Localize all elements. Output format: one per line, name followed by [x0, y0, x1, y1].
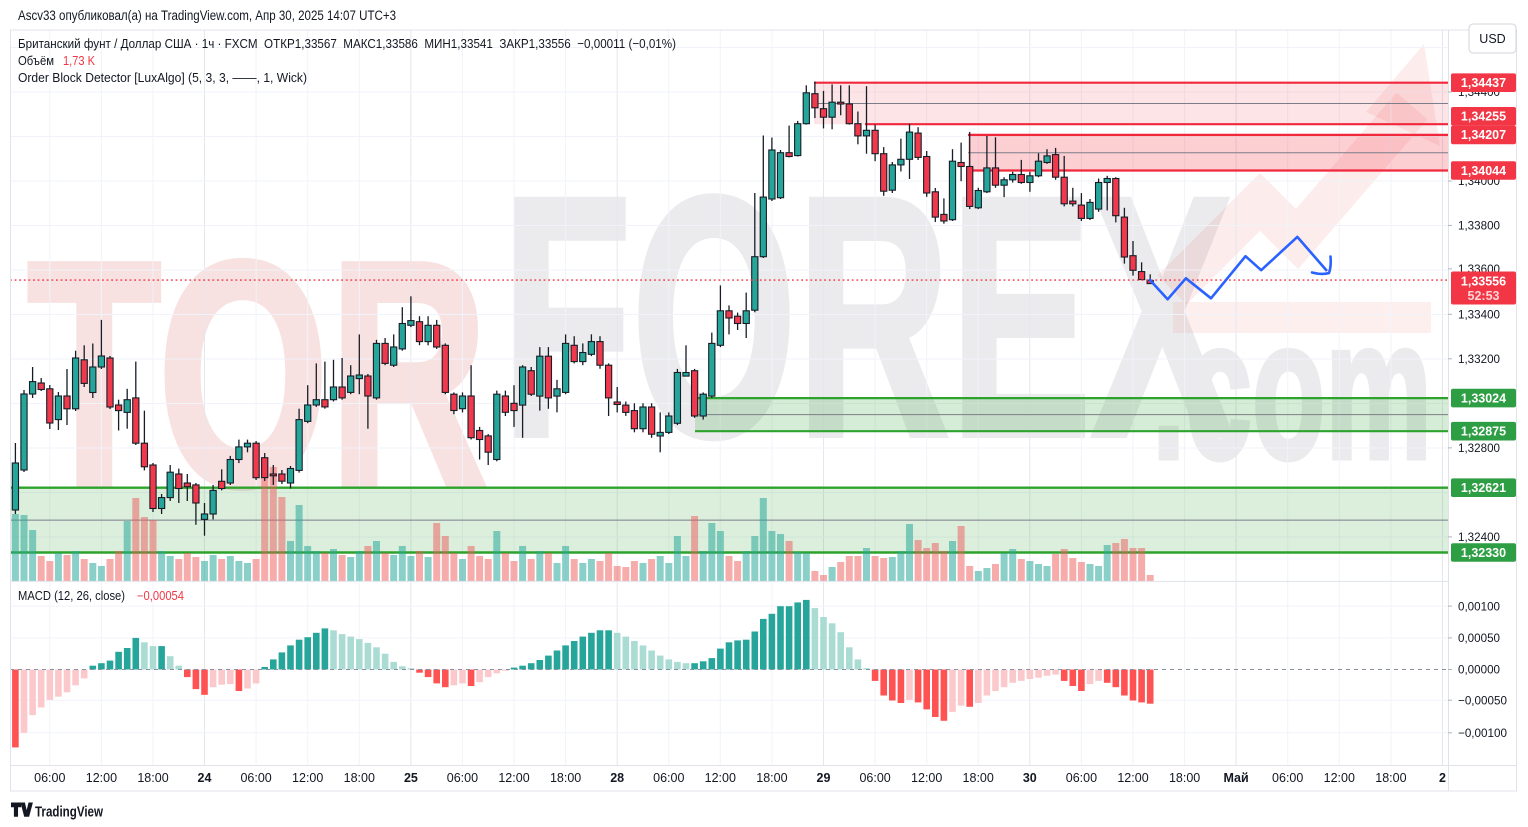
svg-text:−0,00100: −0,00100: [1458, 726, 1507, 740]
svg-text:FOREX: FOREX: [502, 126, 1234, 508]
svg-text:28: 28: [610, 771, 624, 785]
svg-text:06:00: 06:00: [34, 771, 65, 785]
svg-text:18:00: 18:00: [344, 771, 375, 785]
svg-text:12:00: 12:00: [1117, 771, 1148, 785]
svg-text:12:00: 12:00: [498, 771, 529, 785]
svg-text:0,00050: 0,00050: [1458, 631, 1500, 645]
svg-text:06:00: 06:00: [859, 771, 890, 785]
svg-text:USD: USD: [1479, 32, 1505, 46]
svg-text:1,32330: 1,32330: [1461, 546, 1506, 560]
svg-text:1,34044: 1,34044: [1461, 164, 1506, 178]
svg-text:18:00: 18:00: [1375, 771, 1406, 785]
svg-text:06:00: 06:00: [1066, 771, 1097, 785]
svg-text:TradingView: TradingView: [35, 805, 104, 821]
svg-text:25: 25: [404, 771, 418, 785]
svg-text:1,33024: 1,33024: [1461, 391, 1506, 405]
svg-text:18:00: 18:00: [963, 771, 994, 785]
svg-text:Order Block Detector [LuxAlgo]: Order Block Detector [LuxAlgo] (5, 3, 3,…: [18, 70, 307, 85]
svg-text:2: 2: [1439, 771, 1446, 785]
svg-text:1,32800: 1,32800: [1458, 441, 1500, 455]
svg-text:1,33800: 1,33800: [1458, 219, 1500, 233]
svg-text:12:00: 12:00: [292, 771, 323, 785]
svg-text:Объём: Объём: [18, 53, 54, 68]
svg-text:1,34437: 1,34437: [1461, 76, 1506, 90]
svg-text:06:00: 06:00: [447, 771, 478, 785]
svg-text:18:00: 18:00: [550, 771, 581, 785]
svg-text:−0,00050: −0,00050: [1458, 693, 1507, 707]
svg-text:29: 29: [817, 771, 831, 785]
svg-text:18:00: 18:00: [137, 771, 168, 785]
svg-text:12:00: 12:00: [911, 771, 942, 785]
svg-text:52:53: 52:53: [1468, 289, 1500, 303]
svg-text:06:00: 06:00: [240, 771, 271, 785]
svg-text:12:00: 12:00: [705, 771, 736, 785]
svg-text:06:00: 06:00: [653, 771, 684, 785]
svg-text:.com: .com: [1152, 278, 1432, 501]
svg-text:12:00: 12:00: [1324, 771, 1355, 785]
svg-text:Британский фунт / Доллар США ·: Британский фунт / Доллар США · 1ч · FXCM…: [18, 36, 676, 51]
svg-text:MACD (12, 26, close): MACD (12, 26, close): [18, 589, 125, 603]
svg-text:24: 24: [198, 771, 212, 785]
svg-text:Ascv33 опубликовал(а) на Tradi: Ascv33 опубликовал(а) на TradingView.com…: [18, 8, 396, 23]
svg-text:−0,00054: −0,00054: [137, 589, 184, 603]
svg-text:18:00: 18:00: [756, 771, 787, 785]
svg-text:1,33556: 1,33556: [1461, 275, 1506, 289]
svg-text:1,33400: 1,33400: [1458, 308, 1500, 322]
svg-text:06:00: 06:00: [1272, 771, 1303, 785]
svg-text:1,73 K: 1,73 K: [63, 53, 95, 68]
svg-text:1,32875: 1,32875: [1461, 425, 1506, 439]
svg-text:1,34255: 1,34255: [1461, 110, 1506, 124]
svg-text:0,00000: 0,00000: [1458, 663, 1500, 677]
svg-text:1,33200: 1,33200: [1458, 352, 1500, 366]
svg-text:0,00100: 0,00100: [1458, 599, 1500, 613]
svg-text:1,34207: 1,34207: [1461, 128, 1506, 142]
svg-text:1,32400: 1,32400: [1458, 530, 1500, 544]
svg-text:1,32621: 1,32621: [1461, 481, 1506, 495]
svg-text:18:00: 18:00: [1169, 771, 1200, 785]
svg-text:30: 30: [1023, 771, 1037, 785]
svg-text:12:00: 12:00: [86, 771, 117, 785]
svg-text:Май: Май: [1223, 771, 1248, 785]
